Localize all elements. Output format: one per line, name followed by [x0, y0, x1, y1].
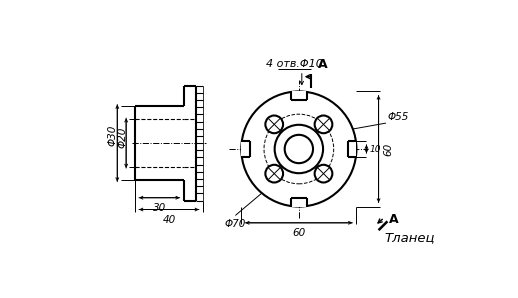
Text: Φ20: Φ20 [117, 127, 127, 148]
Bar [291, 198, 307, 207]
Circle shape [285, 135, 313, 163]
Circle shape [265, 116, 283, 133]
Bar [241, 141, 250, 157]
Text: Τланец: Τланец [384, 232, 435, 245]
Circle shape [275, 125, 323, 173]
Circle shape [314, 116, 333, 133]
Text: 60: 60 [292, 228, 306, 238]
Text: A: A [389, 213, 398, 226]
Circle shape [265, 165, 283, 182]
Text: Φ55: Φ55 [387, 112, 409, 122]
Text: 40: 40 [162, 215, 176, 225]
Text: Φ30: Φ30 [108, 125, 118, 146]
Text: 30: 30 [153, 203, 166, 213]
Text: Φ70: Φ70 [225, 219, 246, 229]
Circle shape [241, 91, 356, 207]
Bar [291, 91, 307, 100]
Text: A: A [318, 58, 327, 71]
Circle shape [314, 165, 333, 182]
Text: 10: 10 [370, 145, 381, 153]
Text: 4 отв.Φ10: 4 отв.Φ10 [266, 59, 323, 69]
Bar [348, 141, 356, 157]
Text: 60: 60 [383, 142, 393, 156]
